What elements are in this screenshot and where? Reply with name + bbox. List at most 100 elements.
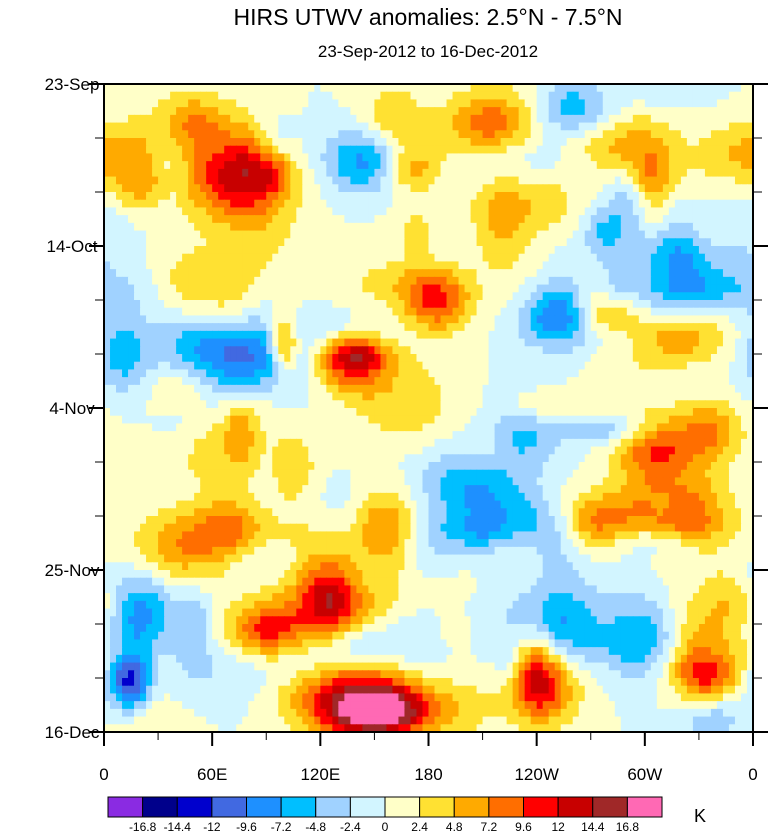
heatmap-cell — [728, 400, 736, 409]
heatmap-cell — [692, 130, 700, 139]
heatmap-cell — [410, 338, 418, 347]
heatmap-cell — [278, 384, 285, 394]
heatmap-cell — [740, 307, 748, 317]
heatmap-cell — [632, 392, 640, 401]
heatmap-cell — [104, 168, 111, 178]
heatmap-cell — [152, 284, 159, 293]
heatmap-cell — [362, 192, 370, 201]
heatmap-cell — [566, 338, 574, 347]
heatmap-cell — [746, 269, 754, 278]
heatmap-cell — [374, 323, 382, 332]
heatmap-cell — [320, 114, 327, 124]
heatmap-cell — [260, 192, 267, 201]
heatmap-cell — [260, 315, 267, 324]
heatmap-cell — [368, 91, 376, 101]
heatmap-cell — [266, 168, 273, 178]
heatmap-cell — [272, 276, 279, 286]
heatmap-cell — [278, 145, 285, 155]
heatmap-cell — [458, 91, 466, 101]
heatmap-cell — [656, 361, 664, 371]
heatmap-cell — [356, 91, 363, 101]
heatmap-cell — [296, 261, 303, 270]
heatmap-cell — [128, 369, 135, 378]
heatmap-cell — [230, 145, 237, 155]
heatmap-cell — [230, 284, 237, 293]
heatmap-cell — [440, 99, 448, 108]
heatmap-cell — [374, 84, 382, 93]
heatmap-cell — [698, 253, 706, 263]
heatmap-cell — [416, 199, 424, 209]
heatmap-cell — [368, 330, 376, 340]
heatmap-cell — [704, 253, 712, 263]
heatmap-cell — [692, 184, 700, 193]
heatmap-cell — [548, 315, 556, 324]
heatmap-cell — [116, 384, 123, 394]
heatmap-cell — [314, 161, 321, 170]
heatmap-cell — [224, 99, 231, 108]
heatmap-cell — [254, 323, 261, 332]
heatmap-cell — [146, 230, 153, 239]
heatmap-cell — [650, 269, 658, 278]
heatmap-cell — [686, 230, 694, 239]
heatmap-cell — [104, 431, 111, 440]
heatmap-cell — [746, 415, 754, 425]
heatmap-cell — [146, 153, 153, 162]
heatmap-cell — [590, 91, 598, 101]
heatmap-cell — [698, 153, 706, 162]
heatmap-cell — [548, 222, 556, 232]
heatmap-cell — [692, 307, 700, 317]
heatmap-cell — [170, 354, 177, 363]
heatmap-cell — [476, 107, 484, 116]
heatmap-cell — [494, 168, 502, 178]
heatmap-cell — [230, 253, 237, 263]
heatmap-cell — [584, 91, 592, 101]
heatmap-cell — [134, 323, 141, 332]
heatmap-cell — [434, 207, 442, 216]
heatmap-cell — [602, 323, 610, 332]
heatmap-cell — [302, 307, 309, 317]
heatmap-cell — [182, 330, 189, 340]
heatmap-cell — [482, 431, 490, 440]
heatmap-cell — [242, 215, 249, 224]
heatmap-cell — [386, 222, 394, 232]
heatmap-cell — [452, 91, 460, 101]
heatmap-cell — [368, 400, 376, 409]
heatmap-cell — [140, 122, 147, 131]
heatmap-cell — [332, 346, 339, 355]
heatmap-cell — [698, 400, 706, 409]
heatmap-cell — [320, 107, 327, 116]
heatmap-cell — [584, 230, 592, 239]
heatmap-cell — [212, 114, 219, 124]
heatmap-cell — [152, 153, 159, 162]
heatmap-cell — [446, 122, 454, 131]
heatmap-cell — [356, 114, 363, 124]
heatmap-cell — [728, 184, 736, 193]
heatmap-cell — [224, 423, 231, 432]
heatmap-cell — [440, 315, 448, 324]
heatmap-cell — [572, 431, 580, 440]
heatmap-cell — [494, 192, 502, 201]
heatmap-cell — [596, 153, 604, 162]
heatmap-cell — [380, 222, 388, 232]
heatmap-cell — [248, 400, 255, 409]
heatmap-cell — [746, 168, 754, 178]
heatmap-cell — [578, 114, 586, 124]
heatmap-cell — [254, 369, 261, 378]
heatmap-cell — [362, 130, 370, 139]
heatmap-cell — [644, 138, 652, 147]
heatmap-cell — [734, 261, 742, 270]
heatmap-cell — [506, 361, 514, 371]
heatmap-cell — [632, 338, 640, 347]
heatmap-cell — [386, 207, 394, 216]
heatmap-cell — [140, 369, 147, 378]
heatmap-cell — [638, 238, 646, 247]
heatmap-cell — [314, 300, 321, 309]
heatmap-cell — [728, 415, 736, 425]
heatmap-cell — [560, 130, 568, 139]
heatmap-cell — [614, 230, 622, 239]
heatmap-cell — [638, 377, 646, 386]
heatmap-cell — [416, 315, 424, 324]
heatmap-cell — [152, 415, 159, 425]
heatmap-cell — [170, 338, 177, 347]
heatmap-cell — [134, 261, 141, 270]
